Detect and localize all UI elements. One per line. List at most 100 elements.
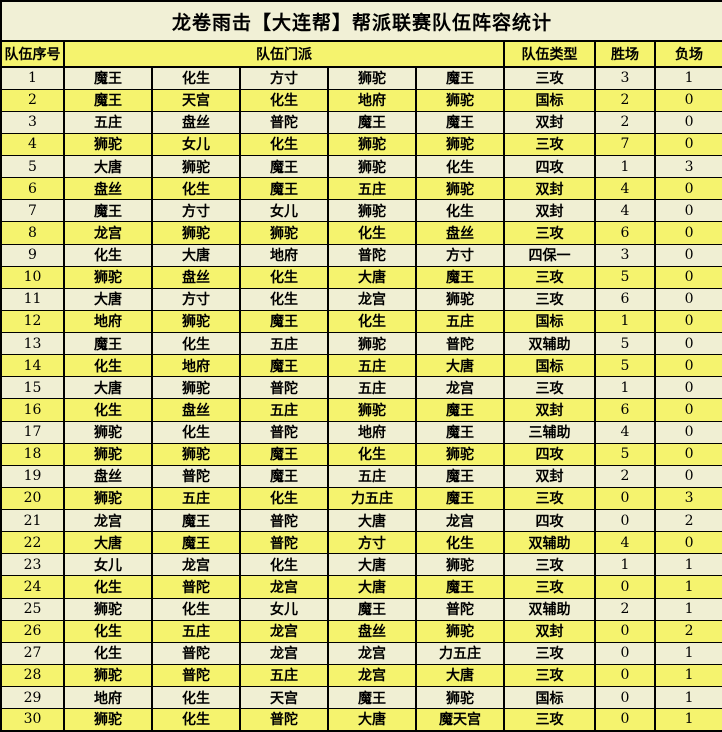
wins-cell: 1 <box>594 376 656 400</box>
school-cell: 化生 <box>239 486 329 511</box>
school-cell: 化生 <box>239 265 329 289</box>
table-row: 28 狮驼 普陀 五庄 龙宫 大唐 三攻 0 1 <box>0 663 722 688</box>
school-cell: 盘丝 <box>151 398 241 422</box>
team-index-cell: 30 <box>0 708 65 732</box>
table-row: 7 魔王 方寸 女儿 狮驼 化生 双封 4 0 <box>0 199 722 223</box>
team-index-cell: 26 <box>0 619 65 643</box>
team-index-cell: 24 <box>0 575 65 599</box>
school-cell: 化生 <box>63 398 153 422</box>
losses-cell: 0 <box>653 464 722 488</box>
team-index-cell: 2 <box>0 88 65 112</box>
school-cell: 天宫 <box>151 88 241 112</box>
team-type-cell: 三攻 <box>503 376 596 400</box>
school-cell: 化生 <box>151 177 241 201</box>
column-header-team-type: 队伍类型 <box>503 40 596 68</box>
school-cell: 化生 <box>239 287 329 311</box>
school-cell: 地府 <box>327 88 417 112</box>
school-cell: 普陀 <box>239 531 329 555</box>
school-cell: 天宫 <box>239 685 329 710</box>
team-type-cell: 国标 <box>503 88 596 112</box>
school-cell: 普陀 <box>239 376 329 400</box>
school-cell: 化生 <box>151 331 241 356</box>
school-cell: 化生 <box>63 641 153 665</box>
school-cell: 五庄 <box>327 177 417 201</box>
school-cell: 狮驼 <box>415 177 505 201</box>
school-cell: 五庄 <box>239 331 329 356</box>
table-row: 23 女儿 龙宫 化生 大唐 狮驼 三攻 1 1 <box>0 553 722 577</box>
table-row: 11 大唐 方寸 化生 龙宫 狮驼 三攻 6 0 <box>0 287 722 311</box>
team-index-cell: 1 <box>0 66 65 90</box>
losses-cell: 0 <box>653 132 722 157</box>
school-cell: 大唐 <box>327 265 417 289</box>
school-cell: 化生 <box>327 221 417 245</box>
school-cell: 魔王 <box>327 110 417 134</box>
team-type-cell: 四保一 <box>503 243 596 267</box>
losses-cell: 0 <box>653 354 722 378</box>
school-cell: 狮驼 <box>63 597 153 621</box>
losses-cell: 0 <box>653 243 722 267</box>
school-cell: 女儿 <box>239 597 329 621</box>
team-index-cell: 18 <box>0 442 65 466</box>
school-cell: 化生 <box>327 309 417 334</box>
wins-cell: 0 <box>594 663 656 688</box>
school-cell: 狮驼 <box>151 442 241 466</box>
school-cell: 狮驼 <box>415 442 505 466</box>
losses-cell: 0 <box>653 177 722 201</box>
school-cell: 力五庄 <box>415 641 505 665</box>
team-type-cell: 双封 <box>503 464 596 488</box>
school-cell: 狮驼 <box>327 398 417 422</box>
school-cell: 方寸 <box>415 243 505 267</box>
school-cell: 魔王 <box>415 265 505 289</box>
team-type-cell: 三攻 <box>503 575 596 599</box>
table-row: 2 魔王 天宫 化生 地府 狮驼 国标 2 0 <box>0 88 722 112</box>
wins-cell: 4 <box>594 177 656 201</box>
table-row: 10 狮驼 盘丝 化生 大唐 魔王 三攻 5 0 <box>0 265 722 289</box>
wins-cell: 6 <box>594 221 656 245</box>
school-cell: 地府 <box>63 685 153 710</box>
table-row: 27 化生 普陀 龙宫 龙宫 力五庄 三攻 0 1 <box>0 641 722 665</box>
school-cell: 魔王 <box>151 508 241 533</box>
school-cell: 魔王 <box>239 309 329 334</box>
table-row: 14 化生 地府 魔王 五庄 大唐 国标 5 0 <box>0 354 722 378</box>
team-index-cell: 10 <box>0 265 65 289</box>
school-cell: 狮驼 <box>63 265 153 289</box>
school-cell: 地府 <box>63 309 153 334</box>
school-cell: 地府 <box>327 420 417 444</box>
school-cell: 方寸 <box>327 531 417 555</box>
team-index-cell: 29 <box>0 685 65 710</box>
team-type-cell: 三攻 <box>503 221 596 245</box>
wins-cell: 0 <box>594 508 656 533</box>
school-cell: 大唐 <box>327 508 417 533</box>
school-cell: 魔王 <box>63 331 153 356</box>
team-index-cell: 27 <box>0 641 65 665</box>
table-row: 24 化生 普陀 龙宫 大唐 魔王 三攻 0 1 <box>0 575 722 599</box>
table-row: 26 化生 五庄 龙宫 盘丝 狮驼 双封 0 2 <box>0 619 722 643</box>
school-cell: 五庄 <box>63 110 153 134</box>
team-type-cell: 三攻 <box>503 641 596 665</box>
team-index-cell: 4 <box>0 132 65 157</box>
school-cell: 大唐 <box>327 553 417 577</box>
table-row: 16 化生 盘丝 五庄 狮驼 魔王 双封 6 0 <box>0 398 722 422</box>
team-type-cell: 双封 <box>503 199 596 223</box>
table-row: 20 狮驼 五庄 化生 力五庄 魔王 三攻 0 3 <box>0 486 722 511</box>
school-cell: 狮驼 <box>151 376 241 400</box>
school-cell: 魔王 <box>415 486 505 511</box>
school-cell: 狮驼 <box>327 132 417 157</box>
school-cell: 狮驼 <box>151 221 241 245</box>
team-index-cell: 5 <box>0 154 65 179</box>
school-cell: 普陀 <box>151 641 241 665</box>
school-cell: 龙宫 <box>151 553 241 577</box>
wins-cell: 5 <box>594 331 656 356</box>
losses-cell: 1 <box>653 553 722 577</box>
wins-cell: 3 <box>594 243 656 267</box>
table-row: 9 化生 大唐 地府 普陀 方寸 四保一 3 0 <box>0 243 722 267</box>
school-cell: 狮驼 <box>415 287 505 311</box>
team-index-cell: 19 <box>0 464 65 488</box>
team-type-cell: 三攻 <box>503 553 596 577</box>
wins-cell: 0 <box>594 486 656 511</box>
school-cell: 魔王 <box>239 177 329 201</box>
team-type-cell: 三辅助 <box>503 420 596 444</box>
wins-cell: 2 <box>594 88 656 112</box>
school-cell: 五庄 <box>151 619 241 643</box>
